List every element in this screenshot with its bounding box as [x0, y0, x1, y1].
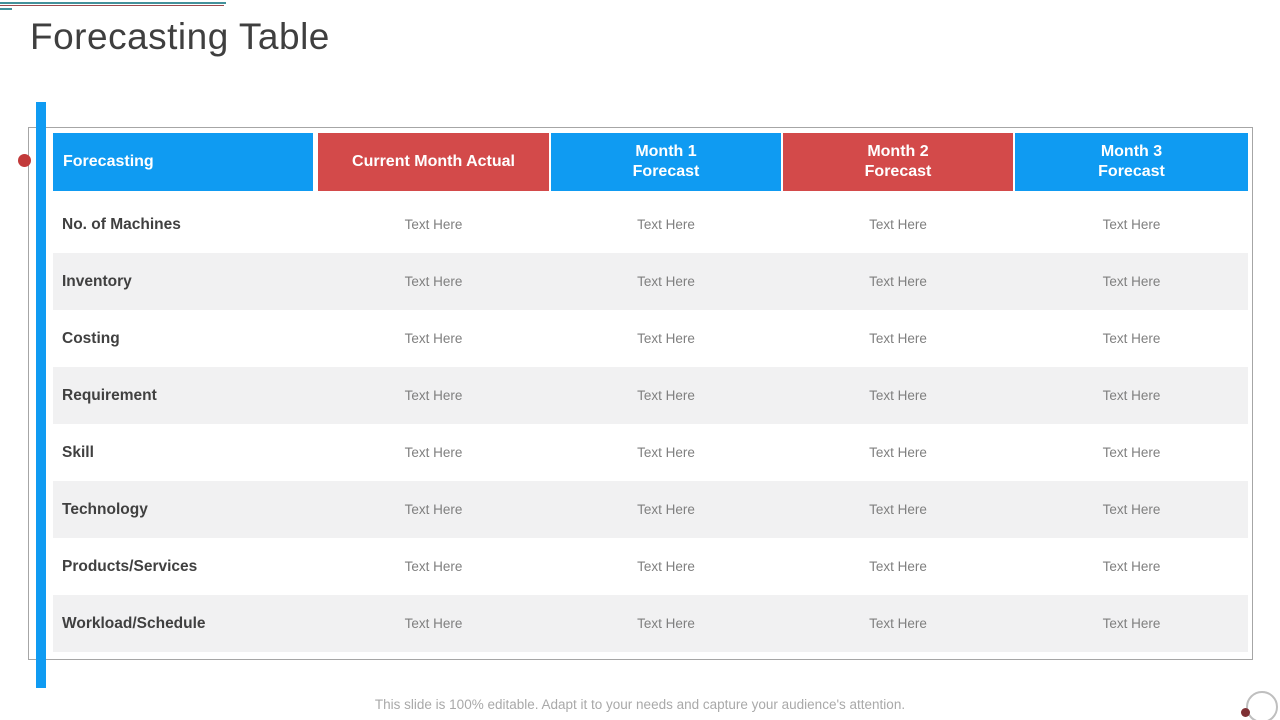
row-cell: Text Here	[404, 331, 463, 346]
row-cell: Text Here	[637, 217, 695, 232]
header-cell-forecasting: Forecasting	[53, 133, 313, 191]
row-label: Skill	[62, 443, 94, 461]
row-cell: Text Here	[869, 217, 927, 232]
row-cell: Text Here	[1102, 445, 1161, 460]
forecasting-table: Forecasting Current Month Actual Month 1…	[53, 133, 1248, 652]
row-cell: Text Here	[404, 217, 463, 232]
corner-dot-icon	[1241, 708, 1250, 717]
row-cell: Text Here	[404, 445, 463, 460]
table-row: Requirement Text Here Text Here Text Her…	[53, 367, 1248, 424]
row-label: Costing	[62, 329, 120, 347]
row-cell: Text Here	[404, 559, 463, 574]
row-cell: Text Here	[637, 616, 695, 631]
row-label: No. of Machines	[62, 215, 181, 233]
row-cell: Text Here	[869, 502, 927, 517]
row-cell: Text Here	[1102, 616, 1161, 631]
table-header-row: Forecasting Current Month Actual Month 1…	[53, 133, 1248, 191]
header-cell-month-1-forecast: Month 1 Forecast	[551, 133, 781, 191]
top-teal-dash	[0, 8, 12, 10]
row-cell: Text Here	[404, 616, 463, 631]
row-cell: Text Here	[404, 274, 463, 289]
row-cell: Text Here	[1102, 331, 1161, 346]
row-cell: Text Here	[869, 616, 927, 631]
row-cell: Text Here	[637, 445, 695, 460]
row-cell: Text Here	[869, 445, 927, 460]
row-cell: Text Here	[1102, 274, 1161, 289]
row-cell: Text Here	[1102, 559, 1161, 574]
page-title: Forecasting Table	[30, 16, 330, 57]
row-label: Inventory	[62, 272, 132, 290]
row-label: Workload/Schedule	[62, 614, 206, 632]
row-cell: Text Here	[869, 331, 927, 346]
header-cell-current-month: Current Month Actual	[318, 133, 549, 191]
footer-note: This slide is 100% editable. Adapt it to…	[374, 697, 906, 712]
table-row: Products/Services Text Here Text Here Te…	[53, 538, 1248, 595]
row-cell: Text Here	[637, 388, 695, 403]
row-cell: Text Here	[637, 274, 695, 289]
table-row: Costing Text Here Text Here Text Here Te…	[53, 310, 1248, 367]
table-body: No. of Machines Text Here Text Here Text…	[53, 196, 1248, 652]
table-row: Technology Text Here Text Here Text Here…	[53, 481, 1248, 538]
row-label: Requirement	[62, 386, 157, 404]
header-cell-month-2-forecast: Month 2 Forecast	[783, 133, 1013, 191]
row-cell: Text Here	[637, 502, 695, 517]
top-teal-line	[0, 2, 226, 4]
left-red-dot-icon	[18, 154, 31, 167]
row-cell: Text Here	[637, 331, 695, 346]
row-cell: Text Here	[869, 274, 927, 289]
table-row: Skill Text Here Text Here Text Here Text…	[53, 424, 1248, 481]
row-label: Technology	[62, 500, 148, 518]
row-cell: Text Here	[869, 559, 927, 574]
row-cell: Text Here	[1102, 217, 1161, 232]
table-row: Workload/Schedule Text Here Text Here Te…	[53, 595, 1248, 652]
row-cell: Text Here	[404, 388, 463, 403]
table-row: Inventory Text Here Text Here Text Here …	[53, 253, 1248, 310]
top-red-line	[0, 5, 224, 6]
row-label: Products/Services	[62, 557, 198, 575]
row-cell: Text Here	[869, 388, 927, 403]
row-cell: Text Here	[404, 502, 463, 517]
row-cell: Text Here	[1102, 388, 1161, 403]
left-accent-bar	[36, 102, 46, 688]
row-cell: Text Here	[1102, 502, 1161, 517]
table-row: No. of Machines Text Here Text Here Text…	[53, 196, 1248, 253]
header-cell-month-3-forecast: Month 3 Forecast	[1015, 133, 1248, 191]
corner-circle-icon	[1246, 691, 1278, 720]
row-cell: Text Here	[637, 559, 695, 574]
